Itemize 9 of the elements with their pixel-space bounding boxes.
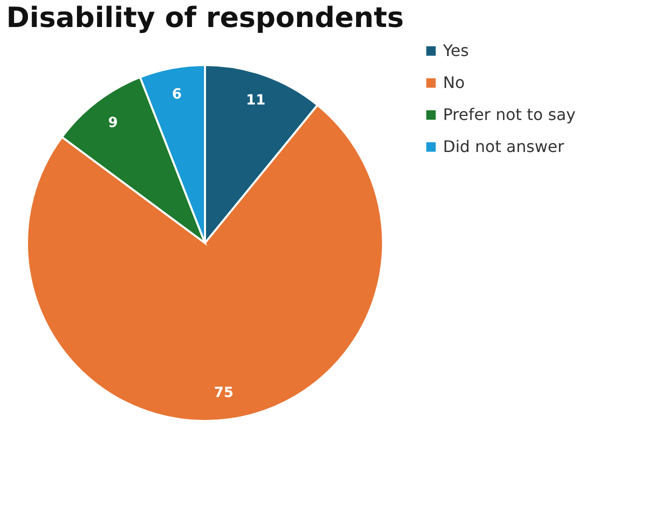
legend-label: Did not answer (443, 137, 565, 156)
data-label: 75 (214, 385, 234, 402)
data-label: 9 (108, 114, 118, 131)
chart-title: Disability of respondents (6, 1, 404, 34)
data-label: 6 (172, 86, 182, 102)
legend-label: No (443, 73, 465, 92)
legend-label: Prefer not to say (443, 105, 576, 124)
data-label: 11 (246, 92, 266, 108)
legend-label: Yes (442, 41, 469, 60)
